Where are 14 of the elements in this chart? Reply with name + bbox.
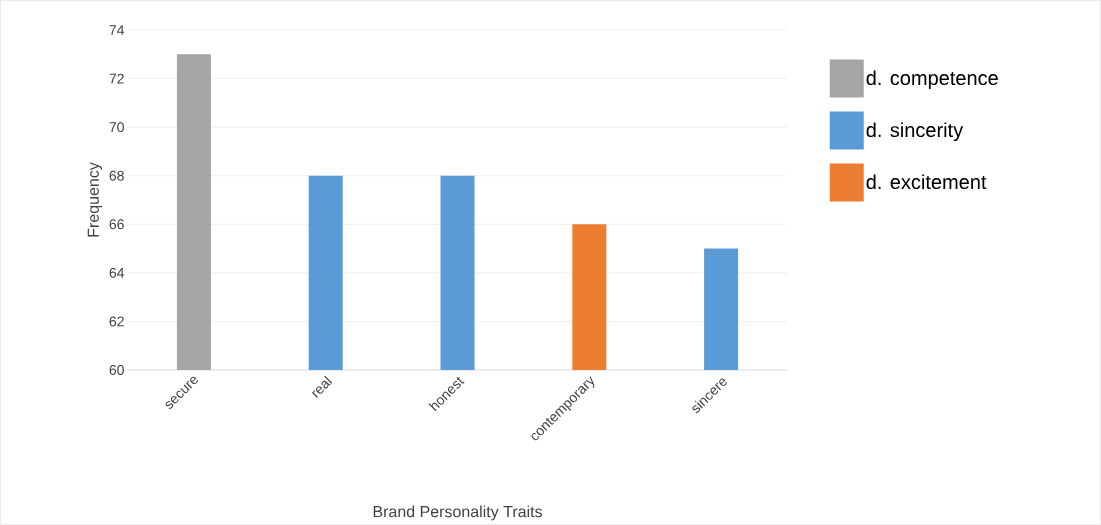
y-tick-label: 64 — [109, 267, 125, 278]
legend-label: d. sincerity — [866, 122, 964, 142]
y-tick-label: 74 — [109, 25, 125, 35]
y-tick-label: 68 — [109, 170, 124, 181]
legend-label: d. excitement — [866, 174, 987, 190]
y-tick-label: 62 — [109, 316, 124, 327]
y-tick-label: 72 — [109, 73, 124, 84]
y-tick-label: 70 — [109, 122, 124, 133]
y-tick-label: 60 — [109, 365, 124, 375]
y-tick-label: 66 — [109, 219, 124, 230]
y-axis-title: Frequency — [87, 162, 103, 237]
x-axis-title: Brand Personality Traits — [373, 505, 542, 521]
legend-label: d. competence — [866, 70, 998, 90]
x-tick-label: real — [311, 375, 333, 398]
